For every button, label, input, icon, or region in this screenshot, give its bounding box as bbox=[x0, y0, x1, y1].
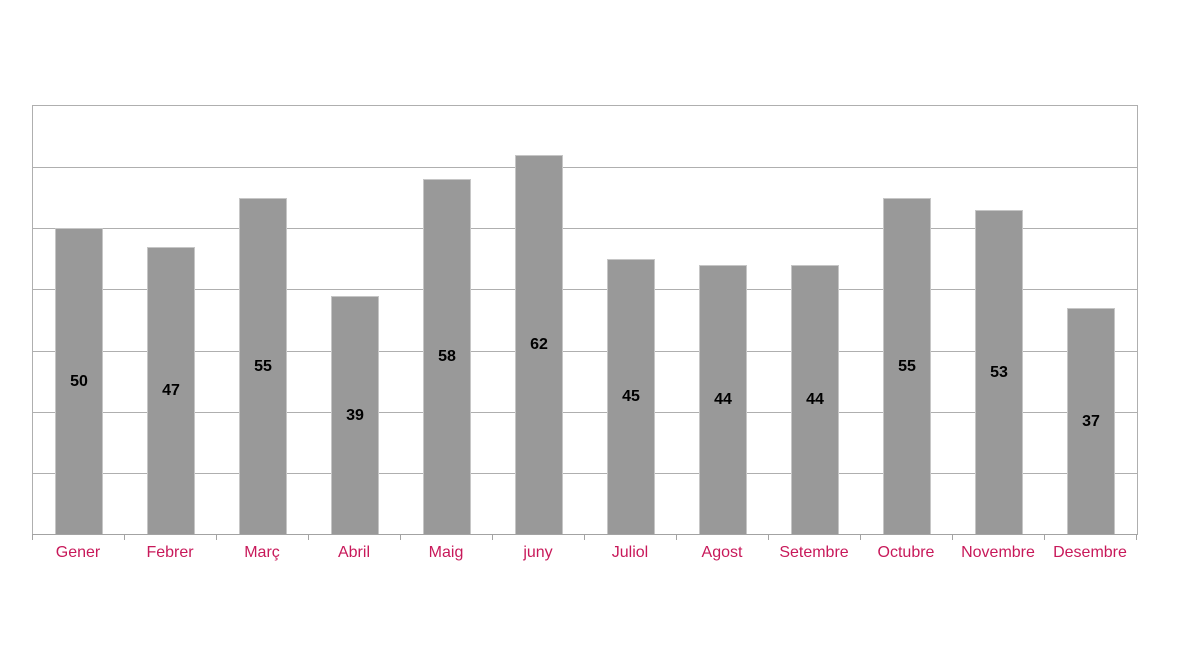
x-axis-tick bbox=[124, 534, 125, 540]
bar-marc[interactable]: 55 bbox=[239, 198, 287, 534]
bar-juny[interactable]: 62 bbox=[515, 155, 563, 534]
x-axis-tick bbox=[492, 534, 493, 540]
bar-gener[interactable]: 50 bbox=[55, 228, 103, 534]
bar-value-label: 44 bbox=[806, 391, 824, 408]
bar-octubre[interactable]: 55 bbox=[883, 198, 931, 534]
x-axis-label-abril: Abril bbox=[337, 544, 370, 561]
x-axis-tick bbox=[32, 534, 33, 540]
bar-value-label: 44 bbox=[714, 391, 732, 408]
bar-febrer[interactable]: 47 bbox=[147, 247, 195, 534]
x-axis-tick bbox=[860, 534, 861, 540]
bar-value-label: 45 bbox=[622, 388, 640, 405]
x-axis-tick bbox=[308, 534, 309, 540]
x-axis-label-maig: Maig bbox=[428, 544, 464, 561]
x-axis-tick bbox=[584, 534, 585, 540]
bar-value-label: 50 bbox=[70, 372, 88, 390]
bar-novembre[interactable]: 53 bbox=[975, 210, 1023, 534]
bar-value-label: 55 bbox=[254, 357, 272, 375]
x-axis-label-gener: Gener bbox=[55, 544, 101, 561]
gridline bbox=[33, 228, 1137, 229]
bar-value-label: 58 bbox=[438, 348, 456, 365]
x-axis-label-desembre: Desembre bbox=[1053, 544, 1127, 561]
x-axis-label-juny: juny bbox=[523, 544, 553, 561]
x-axis-tick bbox=[400, 534, 401, 540]
x-axis-tick bbox=[1136, 534, 1137, 540]
x-axis-tick bbox=[768, 534, 769, 540]
bar-value-label: 55 bbox=[898, 357, 916, 375]
x-axis-tick bbox=[1044, 534, 1045, 540]
gridline bbox=[33, 412, 1137, 413]
bar-value-label: 47 bbox=[162, 382, 180, 399]
gridline bbox=[33, 167, 1137, 168]
x-axis-label-setembre: Setembre bbox=[779, 544, 849, 561]
bar-value-label: 53 bbox=[990, 363, 1008, 381]
bar-value-label: 39 bbox=[346, 406, 364, 424]
bar-setembre[interactable]: 44 bbox=[791, 265, 839, 534]
bar-juliol[interactable]: 45 bbox=[607, 259, 655, 534]
x-axis-tick bbox=[676, 534, 677, 540]
bar-desembre[interactable]: 37 bbox=[1067, 308, 1115, 534]
bar-abril[interactable]: 39 bbox=[331, 296, 379, 534]
gridline bbox=[33, 289, 1137, 290]
bar-value-label: 62 bbox=[530, 336, 548, 353]
bar-agost[interactable]: 44 bbox=[699, 265, 747, 534]
bar-maig[interactable]: 58 bbox=[423, 179, 471, 534]
x-axis-label-agost: Agost bbox=[701, 544, 743, 561]
x-axis-tick bbox=[952, 534, 953, 540]
x-axis-label-novembre: Novembre bbox=[961, 544, 1035, 561]
x-axis-label-marc: Març bbox=[244, 544, 280, 561]
bar-value-label: 37 bbox=[1082, 412, 1100, 430]
plot-area: 50 47 55 39 58 62 45 44 44 55 53 37 bbox=[32, 105, 1138, 535]
gridline bbox=[33, 351, 1137, 352]
x-axis-label-juliol: Juliol bbox=[611, 544, 649, 561]
gridline bbox=[33, 473, 1137, 474]
x-axis-label-febrer: Febrer bbox=[146, 544, 194, 561]
x-axis-label-octubre: Octubre bbox=[877, 544, 935, 561]
x-axis-tick bbox=[216, 534, 217, 540]
